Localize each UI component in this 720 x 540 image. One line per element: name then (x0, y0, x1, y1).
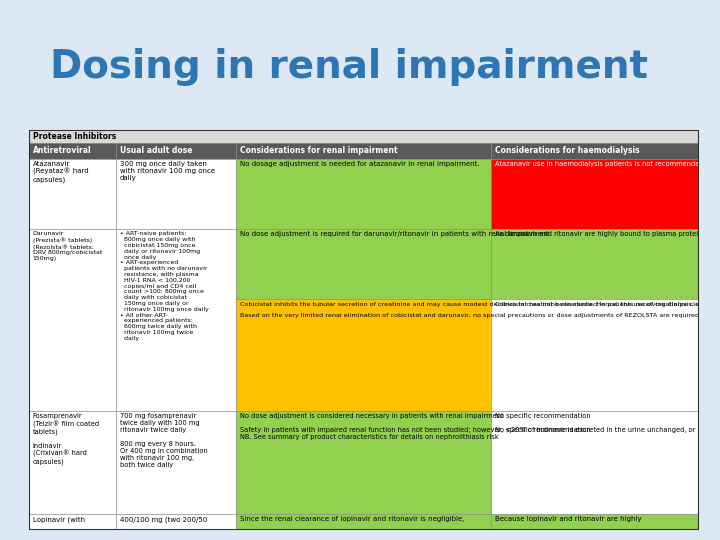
Bar (116, 159, 236, 229)
Bar (29, 411, 116, 514)
Text: No dose adjustment is considered necessary in patients with renal impairment

Sa: No dose adjustment is considered necessa… (240, 413, 720, 440)
Text: Antiretroviral: Antiretroviral (33, 146, 91, 155)
Text: No dose adjustment is required for darunavir/ritonavir in patients with renal im: No dose adjustment is required for darun… (240, 232, 549, 238)
Bar (29, 130, 698, 143)
Text: Lopinavir (with: Lopinavir (with (33, 516, 85, 523)
Bar (491, 159, 698, 229)
Text: As darunavir and ritonavir are highly bound to plasma proteins, it is unlikely t: As darunavir and ritonavir are highly bo… (495, 232, 720, 238)
Bar (29, 229, 116, 411)
Bar (29, 143, 116, 159)
Text: Because lopinavir and ritonavir are highly: Because lopinavir and ritonavir are high… (495, 516, 642, 522)
Bar (116, 411, 236, 514)
Bar (491, 514, 698, 529)
Bar (116, 143, 236, 159)
Bar (491, 229, 698, 299)
Bar (491, 143, 698, 159)
Text: Darunavir
(Prezista® tablets)
(Rezolsta® tablets:
DRV 800mg/cobicistat
150mg): Darunavir (Prezista® tablets) (Rezolsta®… (33, 232, 102, 261)
Bar (29, 159, 116, 229)
Text: Atazanavir
(Reyataz® hard
capsules): Atazanavir (Reyataz® hard capsules) (33, 161, 89, 183)
Text: 400/100 mg (two 200/50: 400/100 mg (two 200/50 (120, 516, 207, 523)
Text: No specific recommendation

No specific recommendation: No specific recommendation No specific r… (495, 413, 590, 433)
Bar (236, 299, 491, 411)
Text: Dosing in renal impairment: Dosing in renal impairment (50, 48, 649, 86)
Text: Considerations for renal impairment: Considerations for renal impairment (240, 146, 398, 155)
Text: Cobicistat inhibits the tubular secretion of creatinine and may cause modest dec: Cobicistat inhibits the tubular secretio… (240, 302, 720, 319)
Bar (116, 514, 236, 529)
Text: Atazanavir use in haemodialysis patients is not recommended. Atazanavir pharmaco: Atazanavir use in haemodialysis patients… (495, 161, 720, 167)
Text: Since the renal clearance of lopinavir and ritonavir is negligible,: Since the renal clearance of lopinavir a… (240, 516, 464, 522)
Bar (491, 299, 698, 411)
Bar (236, 411, 491, 514)
Text: Protease Inhibitors: Protease Inhibitors (33, 132, 116, 141)
Text: 700 mg fosamprenavir
twice daily with 100 mg
ritonavir twice daily

800 mg every: 700 mg fosamprenavir twice daily with 10… (120, 413, 207, 468)
Text: • ART-naive patients:
  800mg once daily with
  cobicistat 150mg once
  daily or: • ART-naive patients: 800mg once daily w… (120, 232, 209, 341)
Text: Usual adult dose: Usual adult dose (120, 146, 192, 155)
Bar (236, 159, 491, 229)
Bar (236, 143, 491, 159)
Bar (116, 229, 236, 411)
Bar (236, 514, 491, 529)
Text: 300 mg once daily taken
with ritonavir 100 mg once
daily: 300 mg once daily taken with ritonavir 1… (120, 161, 215, 181)
Text: Cobicistat has not been studied in patients receiving dialysis, and, therefore, : Cobicistat has not been studied in patie… (495, 302, 720, 307)
Text: No dosage adjustment is needed for atazanavir in renal impairment.: No dosage adjustment is needed for ataza… (240, 161, 480, 167)
Bar (236, 229, 491, 299)
Text: Considerations for haemodialysis: Considerations for haemodialysis (495, 146, 639, 155)
Bar (491, 411, 698, 514)
Text: Fosamprenavir
(Telzir® film coated
tablets)

Indinavir
(Crixivan® hard
capsules): Fosamprenavir (Telzir® film coated table… (33, 413, 99, 465)
Bar (29, 514, 116, 529)
